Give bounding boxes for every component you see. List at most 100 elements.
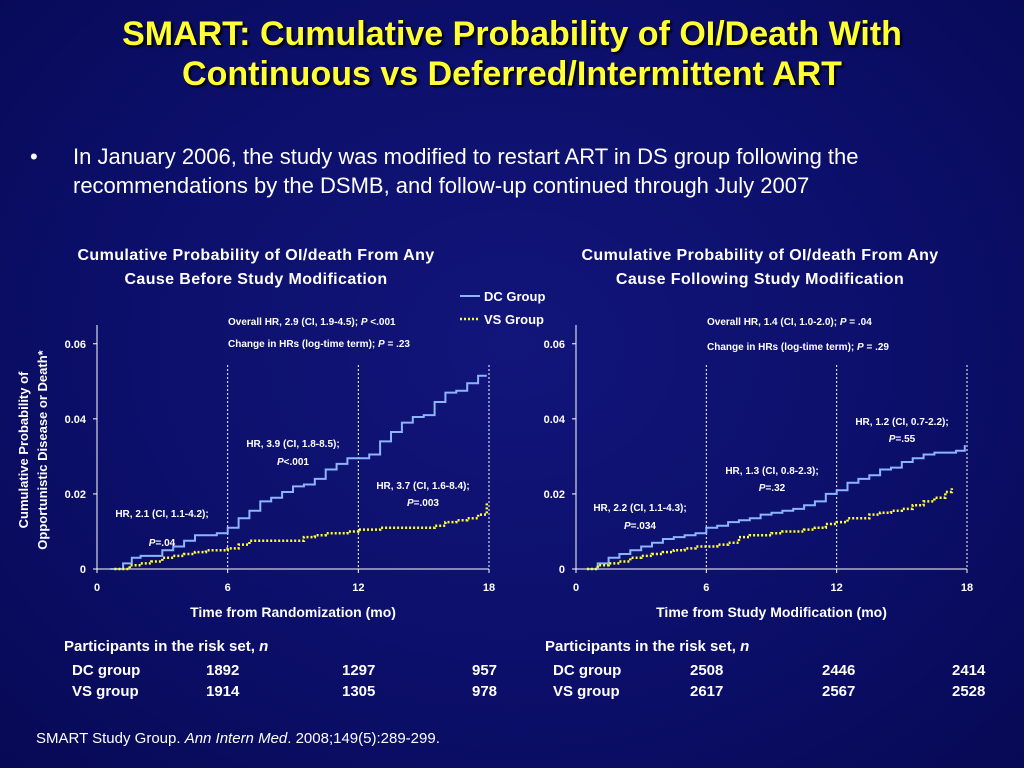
left-series-vs-line <box>114 503 489 571</box>
right-chart-title: Cumulative Probability of OI/death From … <box>530 244 990 292</box>
right-risk-heading-text: Participants in the risk set, <box>545 638 741 655</box>
left-x-tick-label-0: 0 <box>94 582 100 594</box>
right-y-tick-label-2: 0.04 <box>544 414 566 426</box>
left-risk-heading-text: Participants in the risk set, <box>64 638 260 655</box>
right-hr-period-3-line-2-part-1: =.55 <box>895 434 915 445</box>
citation: SMART Study Group. Ann Intern Med. 2008;… <box>36 730 440 747</box>
left-overall-hr-annotation-part-0: Overall HR, 2.9 (CI, 1.9-4.5); <box>228 317 361 328</box>
right-y-tick-label-0: 0 <box>559 564 565 576</box>
right-change-hr-annotation-part-1: P <box>857 342 864 353</box>
left-risk-heading: Participants in the risk set, n <box>64 638 268 655</box>
left-chart-title: Cumulative Probability of OI/death From … <box>26 244 486 292</box>
left-chart: 0 0.02 0.04 0.06 0 6 12 18 Time from Randomizati… <box>65 317 496 620</box>
slide-title-line-1: SMART: Cumulative Probability of OI/Deat… <box>122 15 902 53</box>
legend-dc-label: DC Group <box>484 289 545 304</box>
left-chart-title-line-2: Cause Before Study Modification <box>124 271 388 288</box>
citation-suffix: . 2008;149(5):289-299. <box>287 730 440 747</box>
right-risk-heading: Participants in the risk set, n <box>545 638 749 655</box>
right-risk-dc-value-2: 2414 <box>952 662 986 679</box>
left-y-tick-label-3: 0.06 <box>65 339 86 351</box>
left-hr-period-3-line-2-part-1: =.003 <box>414 498 440 509</box>
right-y-tick-label-1: 0.02 <box>544 489 565 501</box>
slide-title-line-2: Continuous vs Deferred/Intermittent ART <box>182 55 842 93</box>
right-change-hr-annotation-part-2: = .29 <box>864 342 890 353</box>
left-y-tick-label-0: 0 <box>80 564 86 576</box>
right-hr-period-1-line-2-part-1: =.034 <box>631 521 657 532</box>
right-overall-hr-annotation-part-2: = .04 <box>847 317 873 328</box>
left-overall-hr-annotation: Overall HR, 2.9 (CI, 1.9-4.5); P <.001 <box>228 317 396 328</box>
left-hr-period-3-line-1: HR, 3.7 (CI, 1.6-8.4); <box>376 481 469 492</box>
left-change-hr-annotation: Change in HRs (log-time term); P = .23 <box>228 339 410 350</box>
y-axis-label-line-1: Cumulative Probability of <box>16 371 31 528</box>
left-x-tick-label-3: 18 <box>483 582 495 594</box>
right-risk-dc-value-1: 2446 <box>822 662 856 679</box>
right-overall-hr-annotation-part-1: P <box>840 317 847 328</box>
left-hr-period-3-line-2-part-0: P <box>407 498 414 509</box>
left-chart-title-line-1: Cumulative Probability of OI/death From … <box>77 247 435 264</box>
right-risk-vs-label: VS group <box>553 683 620 700</box>
y-axis-label-line-2: Opportunistic Disease or Death* <box>35 349 50 549</box>
right-series-vs-line <box>586 488 954 571</box>
right-x-axis-label: Time from Study Modification (mo) <box>656 604 887 620</box>
right-hr-period-2-line-2: P=.32 <box>759 483 786 494</box>
right-hr-period-2-line-2-part-0: P <box>759 483 766 494</box>
left-x-tick-label-2: 12 <box>352 582 364 594</box>
right-change-hr-annotation-part-0: Change in HRs (log-time term); <box>707 342 857 353</box>
left-risk-vs-label: VS group <box>72 683 139 700</box>
left-hr-period-1-line-2-part-1: =.04 <box>155 538 175 549</box>
left-x-axis-label: Time from Randomization (mo) <box>190 604 396 620</box>
right-risk-heading-n: n <box>740 638 750 655</box>
left-hr-period-2-line-2-part-1: <.001 <box>284 457 310 468</box>
slide-title: SMART: Cumulative Probability of OI/Deat… <box>0 14 1024 94</box>
left-change-hr-annotation-part-2: = .23 <box>385 339 411 350</box>
left-hr-period-2-line-2: P<.001 <box>277 457 309 468</box>
left-risk-dc-value-1: 1297 <box>342 662 376 679</box>
left-hr-period-3-line-2: P=.003 <box>407 498 439 509</box>
left-hr-period-1-line-2-part-0: P <box>149 538 156 549</box>
left-hr-period-2-line-2-part-0: P <box>277 457 284 468</box>
left-risk-dc-value-0: 1892 <box>206 662 240 679</box>
right-hr-period-3-line-1: HR, 1.2 (CI, 0.7-2.2); <box>855 417 948 428</box>
right-overall-hr-annotation: Overall HR, 1.4 (CI, 1.0-2.0); P = .04 <box>707 317 872 328</box>
left-risk-vs-value-2: 978 <box>472 683 498 700</box>
citation-prefix: SMART Study Group. <box>36 730 185 747</box>
right-change-hr-annotation: Change in HRs (log-time term); P = .29 <box>707 342 889 353</box>
left-y-tick-label-1: 0.02 <box>65 489 86 501</box>
legend-vs-label: VS Group <box>484 312 544 327</box>
right-hr-period-1-line-1: HR, 2.2 (CI, 1.1-4.3); <box>593 503 686 514</box>
left-risk-dc-value-2: 957 <box>472 662 498 679</box>
left-x-tick-label-1: 6 <box>225 582 231 594</box>
left-hr-period-1-line-1: HR, 2.1 (CI, 1.1-4.2); <box>115 509 208 520</box>
right-risk-vs-value-2: 2528 <box>952 683 986 700</box>
left-overall-hr-annotation-part-1: P <box>361 317 368 328</box>
right-x-tick-label-2: 12 <box>831 582 843 594</box>
left-risk-vs-value-1: 1305 <box>342 683 376 700</box>
left-change-hr-annotation-part-0: Change in HRs (log-time term); <box>228 339 378 350</box>
left-overall-hr-annotation-part-2: <.001 <box>368 317 397 328</box>
right-hr-period-3-line-2-part-0: P <box>889 434 896 445</box>
right-hr-period-2-line-1: HR, 1.3 (CI, 0.8-2.3); <box>725 466 818 477</box>
right-x-tick-label-1: 6 <box>703 582 709 594</box>
right-chart: 0 0.02 0.04 0.06 0 6 12 18 Time from Study Modif… <box>544 317 974 620</box>
right-chart-title-line-1: Cumulative Probability of OI/death From … <box>581 247 939 264</box>
left-hr-period-2-line-1: HR, 3.9 (CI, 1.8-8.5); <box>246 439 339 450</box>
right-risk-dc-value-0: 2508 <box>690 662 724 679</box>
left-series-dc-line <box>110 374 487 570</box>
right-risk-vs-value-1: 2567 <box>822 683 856 700</box>
left-y-tick-label-2: 0.04 <box>65 414 87 426</box>
left-risk-heading-n: n <box>259 638 269 655</box>
right-y-tick-label-3: 0.06 <box>544 339 565 351</box>
right-hr-period-2-line-2-part-1: =.32 <box>765 483 785 494</box>
left-change-hr-annotation-part-1: P <box>378 339 385 350</box>
bullet-text: In January 2006, the study was modified … <box>73 144 859 198</box>
citation-journal: Ann Intern Med <box>184 730 288 747</box>
right-overall-hr-annotation-part-0: Overall HR, 1.4 (CI, 1.0-2.0); <box>707 317 840 328</box>
right-risk-vs-value-0: 2617 <box>690 683 724 700</box>
legend: DC Group VS Group <box>460 289 545 327</box>
right-hr-period-1-line-2-part-0: P <box>624 521 631 532</box>
right-x-tick-label-0: 0 <box>573 582 579 594</box>
left-hr-period-1-line-2: P=.04 <box>149 538 176 549</box>
right-chart-title-line-2: Cause Following Study Modification <box>615 271 905 288</box>
bullet-marker: • <box>30 144 38 169</box>
